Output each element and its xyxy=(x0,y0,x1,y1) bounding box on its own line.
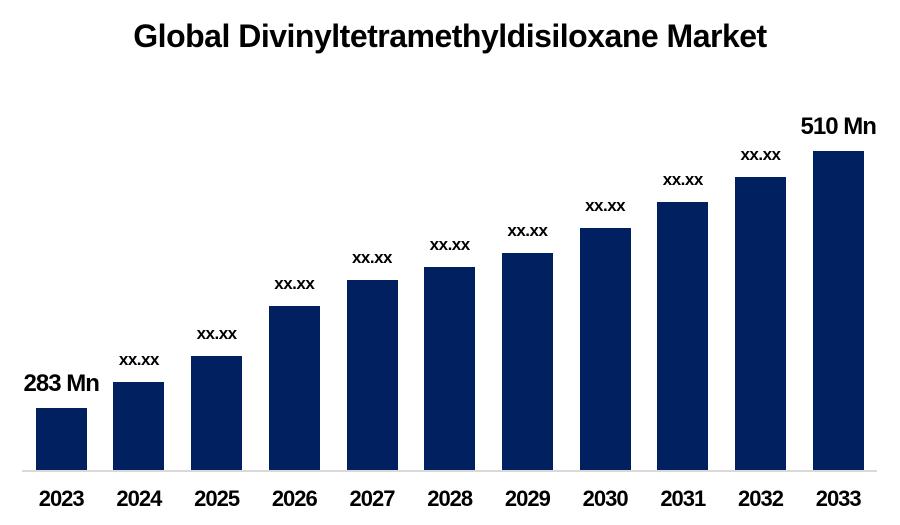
bar-2031 xyxy=(657,202,709,470)
bar-2026 xyxy=(268,306,320,470)
x-tick-label-2026: 2026 xyxy=(271,486,318,511)
x-tick-label-2030: 2030 xyxy=(582,486,629,511)
x-tick-label-2024: 2024 xyxy=(116,486,162,511)
x-tick-label-2027: 2027 xyxy=(349,486,396,511)
bar-2030 xyxy=(579,228,631,470)
x-tick-label-2033: 2033 xyxy=(815,486,862,511)
x-tick-label-2029: 2029 xyxy=(504,486,551,511)
bar-value-label-2032: xx.xx xyxy=(740,145,781,164)
bar-value-label-2026: xx.xx xyxy=(274,274,315,293)
bar-value-label-2033: 510 Mn xyxy=(800,113,877,140)
x-axis-line xyxy=(22,470,877,472)
bar-2024 xyxy=(113,382,165,470)
bar-2027 xyxy=(346,280,398,470)
x-tick-label-2031: 2031 xyxy=(660,486,706,511)
chart-title: Global Divinyltetramethyldisiloxane Mark… xyxy=(133,18,767,54)
x-tick-label-2025: 2025 xyxy=(194,486,240,511)
bar-2033 xyxy=(812,151,864,470)
x-tick-label-2032: 2032 xyxy=(738,486,784,511)
bar-2029 xyxy=(501,253,553,470)
bar-2025 xyxy=(191,356,243,470)
x-tick-label-2028: 2028 xyxy=(427,486,473,511)
bar-value-label-2024: xx.xx xyxy=(118,350,160,369)
bar-value-label-2028: xx.xx xyxy=(429,235,471,254)
bar-value-label-2023: 283 Mn xyxy=(23,370,100,397)
bar-value-label-2030: xx.xx xyxy=(585,196,626,215)
bar-value-label-2025: xx.xx xyxy=(196,324,238,343)
bar-value-label-2031: xx.xx xyxy=(662,170,704,189)
bar-2023 xyxy=(35,408,87,470)
bar-2032 xyxy=(735,177,786,470)
bar-2028 xyxy=(424,267,476,470)
bar-value-label-2029: xx.xx xyxy=(507,221,548,240)
bar-value-label-2027: xx.xx xyxy=(351,248,393,267)
x-tick-label-2023: 2023 xyxy=(38,486,85,511)
